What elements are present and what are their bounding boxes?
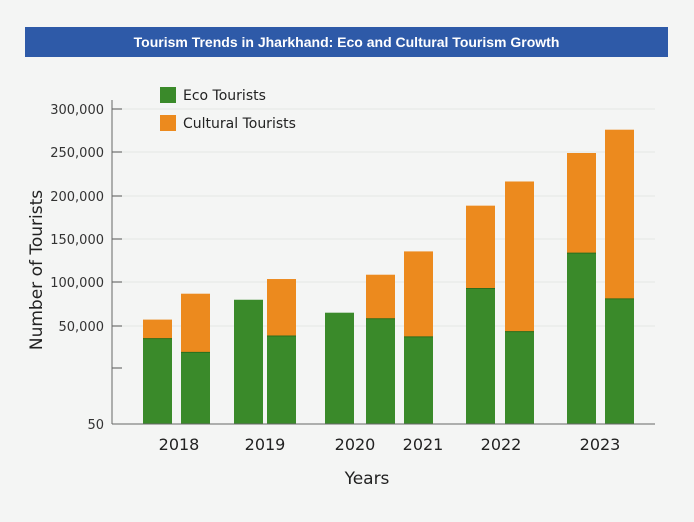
x-tick-label: 2019 — [245, 435, 286, 454]
bar-cultural — [404, 251, 433, 337]
x-tick-label: 2022 — [481, 435, 522, 454]
y-axis-label: Number of Tourists — [27, 190, 47, 350]
bar-cultural — [181, 293, 210, 353]
x-tick-label: 2018 — [159, 435, 200, 454]
bar-eco — [325, 312, 354, 424]
bar-cultural — [366, 274, 395, 319]
bar-cultural — [505, 181, 534, 332]
y-tick-label: 250,000 — [50, 146, 104, 161]
x-axis-label: Years — [344, 469, 390, 489]
bar-eco — [505, 331, 534, 424]
y-tick-label: 100,000 — [50, 276, 104, 291]
y-tick-label: 300,000 — [50, 103, 104, 118]
chart-title: Tourism Trends in Jharkhand: Eco and Cul… — [25, 27, 668, 57]
legend-swatch — [160, 115, 176, 131]
x-tick-label: 2020 — [335, 435, 376, 454]
bar-eco — [143, 338, 172, 424]
bar-eco — [181, 352, 210, 424]
bar-eco — [404, 336, 433, 424]
legend-swatch — [160, 87, 176, 103]
y-tick-label: 200,000 — [50, 190, 104, 205]
bar-eco — [605, 298, 634, 424]
y-tick-label: 50,000 — [59, 320, 105, 335]
x-tick-label: 2023 — [580, 435, 621, 454]
bar-cultural — [567, 153, 596, 254]
bar-cultural — [466, 205, 495, 289]
legend-label: Cultural Tourists — [183, 116, 296, 132]
bar-eco — [234, 299, 263, 424]
y-tick-label: 50 — [87, 418, 104, 433]
bar-cultural — [267, 279, 296, 336]
bar-eco — [466, 288, 495, 424]
bar-eco — [567, 253, 596, 424]
bar-eco — [366, 318, 395, 424]
y-tick-label: 150,000 — [50, 233, 104, 248]
bar-cultural — [143, 319, 172, 339]
x-tick-label: 2021 — [403, 435, 444, 454]
bar-cultural — [605, 129, 634, 299]
bar-eco — [267, 335, 296, 424]
legend-label: Eco Tourists — [183, 88, 266, 104]
